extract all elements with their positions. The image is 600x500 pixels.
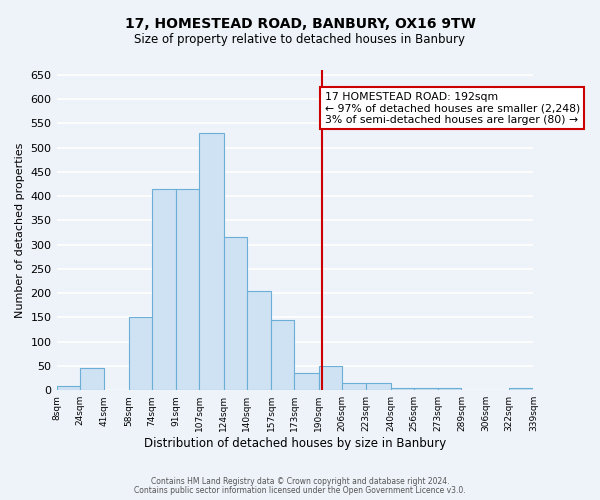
Text: 17, HOMESTEAD ROAD, BANBURY, OX16 9TW: 17, HOMESTEAD ROAD, BANBURY, OX16 9TW <box>125 18 475 32</box>
Bar <box>319 366 342 390</box>
Bar <box>342 383 367 390</box>
Text: Contains HM Land Registry data © Crown copyright and database right 2024.: Contains HM Land Registry data © Crown c… <box>151 477 449 486</box>
Bar <box>224 238 247 390</box>
Y-axis label: Number of detached properties: Number of detached properties <box>15 142 25 318</box>
Bar <box>367 383 391 390</box>
Bar <box>294 373 319 390</box>
Bar <box>439 388 461 390</box>
Bar <box>509 388 533 390</box>
Bar <box>247 290 271 390</box>
Text: 17 HOMESTEAD ROAD: 192sqm
← 97% of detached houses are smaller (2,248)
3% of sem: 17 HOMESTEAD ROAD: 192sqm ← 97% of detac… <box>325 92 580 125</box>
Bar <box>271 320 294 390</box>
Bar <box>176 189 199 390</box>
Bar <box>128 318 152 390</box>
Bar <box>56 386 80 390</box>
Bar <box>152 189 176 390</box>
Bar <box>199 133 224 390</box>
Bar <box>80 368 104 390</box>
X-axis label: Distribution of detached houses by size in Banbury: Distribution of detached houses by size … <box>144 437 446 450</box>
Text: Contains public sector information licensed under the Open Government Licence v3: Contains public sector information licen… <box>134 486 466 495</box>
Bar <box>414 388 439 390</box>
Bar <box>391 388 414 390</box>
Text: Size of property relative to detached houses in Banbury: Size of property relative to detached ho… <box>134 32 466 46</box>
